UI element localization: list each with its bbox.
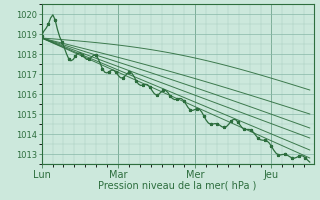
X-axis label: Pression niveau de la mer( hPa ): Pression niveau de la mer( hPa ) bbox=[99, 181, 257, 191]
